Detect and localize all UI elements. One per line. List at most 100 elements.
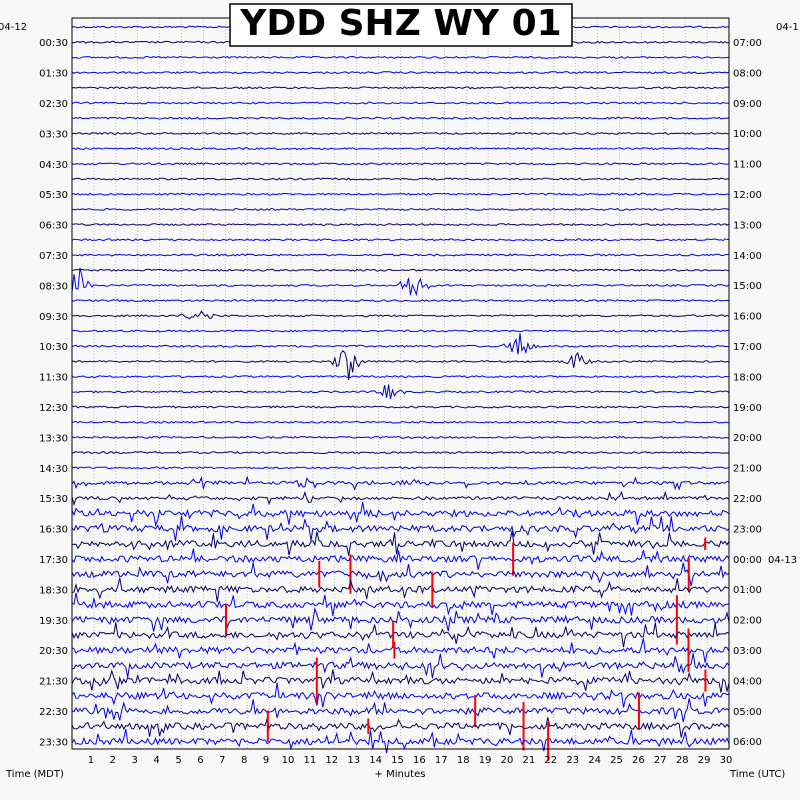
x-tick-label: 30 xyxy=(720,755,733,766)
seismic-trace xyxy=(71,592,729,617)
left-date-label: 04-12 xyxy=(0,22,27,33)
seismic-trace xyxy=(71,299,730,303)
left-time-label: 06:30 xyxy=(39,221,68,232)
right-time-label: 16:00 xyxy=(733,312,762,323)
seismic-trace xyxy=(71,669,730,693)
left-time-label: 22:30 xyxy=(39,707,68,718)
right-time-label: 11:00 xyxy=(733,160,762,171)
x-tick-label: 16 xyxy=(413,755,426,766)
seismic-trace xyxy=(71,622,730,648)
left-time-label: 16:30 xyxy=(39,525,68,536)
x-tick-label: 29 xyxy=(698,755,711,766)
x-tick-label: 15 xyxy=(391,755,404,766)
seismic-trace xyxy=(71,653,730,679)
right-time-label: 10:00 xyxy=(733,129,762,140)
right-time-label: 09:00 xyxy=(733,99,762,110)
seismic-trace xyxy=(71,55,730,59)
left-time-label: 09:30 xyxy=(39,312,68,323)
seismic-trace xyxy=(71,238,730,242)
seismic-trace xyxy=(72,466,730,470)
seismic-trace xyxy=(71,86,730,90)
right-time-label: 03:00 xyxy=(733,646,762,657)
seismic-trace xyxy=(71,332,730,355)
seismic-trace xyxy=(71,451,730,455)
right-time-label: 19:00 xyxy=(733,403,762,414)
x-axis-label: + Minutes xyxy=(375,769,426,780)
seismic-trace xyxy=(71,606,730,632)
left-axis-label: Time (MDT) xyxy=(5,769,64,780)
left-time-label: 03:30 xyxy=(39,129,68,140)
seismic-trace xyxy=(71,435,730,439)
seismic-trace xyxy=(71,350,730,380)
right-time-label: 23:00 xyxy=(733,524,762,535)
seismic-trace xyxy=(71,147,730,151)
right-time-label: 12:00 xyxy=(733,190,762,201)
seismic-trace xyxy=(71,384,730,400)
seismic-trace xyxy=(71,71,730,75)
x-tick-label: 12 xyxy=(325,755,338,766)
left-time-label: 01:30 xyxy=(39,69,68,80)
x-tick-label: 4 xyxy=(153,755,159,766)
x-tick-label: 21 xyxy=(523,755,536,766)
x-tick-label: 6 xyxy=(197,755,203,766)
seismic-trace xyxy=(72,207,730,211)
seismic-trace xyxy=(71,420,730,424)
seismic-trace xyxy=(71,698,730,723)
seismic-trace xyxy=(71,717,730,738)
left-time-label: 05:30 xyxy=(39,190,68,201)
right-time-label: 13:00 xyxy=(733,220,762,231)
seismic-trace xyxy=(71,682,730,708)
x-tick-label: 5 xyxy=(175,755,181,766)
seismic-trace xyxy=(71,223,730,227)
x-tick-label: 23 xyxy=(566,755,579,766)
right-time-label: 08:00 xyxy=(733,68,762,79)
x-tick-label: 2 xyxy=(110,755,116,766)
seismic-trace xyxy=(71,192,730,196)
seismic-trace xyxy=(71,490,730,507)
seismic-trace xyxy=(71,162,730,166)
left-time-label: 15:30 xyxy=(39,494,68,505)
seismic-trace xyxy=(71,116,730,120)
plot-grid xyxy=(93,18,708,749)
x-tick-label: 27 xyxy=(654,755,667,766)
seismic-trace xyxy=(71,475,730,491)
seismic-trace xyxy=(71,310,730,320)
x-tick-label: 3 xyxy=(132,755,138,766)
axis-labels: 00:30 01:30 02:30 03:30 04:30 05:30 06:30 07:30… xyxy=(39,38,797,766)
chart-title: YDD SHZ WY 01 xyxy=(239,3,561,44)
x-tick-label: 9 xyxy=(263,755,269,766)
seismic-trace xyxy=(71,405,730,409)
seismic-trace xyxy=(71,268,730,272)
seismic-trace xyxy=(71,530,730,556)
right-time-label: 14:00 xyxy=(733,251,762,262)
right-time-label: 05:00 xyxy=(733,707,762,718)
x-tick-label: 18 xyxy=(457,755,470,766)
seismic-trace xyxy=(71,177,730,181)
x-tick-label: 28 xyxy=(676,755,689,766)
x-tick-label: 24 xyxy=(588,755,601,766)
left-time-label: 04:30 xyxy=(39,160,68,171)
right-axis-label: Time (UTC) xyxy=(729,769,785,780)
right-time-label: 20:00 xyxy=(733,433,762,444)
x-tick-label: 26 xyxy=(632,755,645,766)
left-time-label: 02:30 xyxy=(39,99,68,110)
seismic-trace xyxy=(71,329,730,333)
left-time-label: 14:30 xyxy=(39,464,68,475)
right-time-label: 18:00 xyxy=(733,372,762,383)
x-tick-label: 10 xyxy=(282,755,295,766)
left-time-label: 19:30 xyxy=(39,616,68,627)
right-time-label: 17:00 xyxy=(733,342,762,353)
x-tick-label: 22 xyxy=(544,755,557,766)
seismic-trace xyxy=(71,131,730,135)
x-tick-label: 1 xyxy=(88,755,94,766)
right-date-label: 04-1 xyxy=(776,22,799,33)
right-time-label: 22:00 xyxy=(733,494,762,505)
right-time-label: 07:00 xyxy=(733,38,762,49)
seismic-trace xyxy=(71,638,730,663)
seismic-trace xyxy=(71,267,730,297)
x-tick-label: 25 xyxy=(610,755,623,766)
right-time-label: 06:00 xyxy=(733,737,762,748)
x-tick-label: 11 xyxy=(304,755,317,766)
seismic-trace xyxy=(71,515,730,542)
